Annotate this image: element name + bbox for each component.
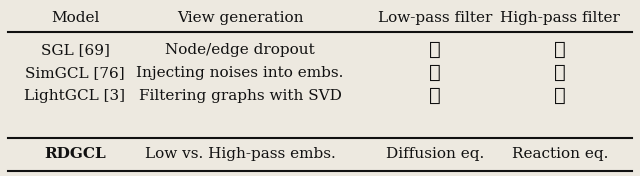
Text: ✗: ✗ (554, 87, 566, 105)
Text: SGL [69]: SGL [69] (40, 43, 109, 57)
Text: ✗: ✗ (554, 64, 566, 82)
Text: ✓: ✓ (429, 64, 441, 82)
Text: Low vs. High-pass embs.: Low vs. High-pass embs. (145, 147, 335, 161)
Text: ✓: ✓ (429, 87, 441, 105)
Text: Diffusion eq.: Diffusion eq. (386, 147, 484, 161)
Text: ✗: ✗ (554, 41, 566, 59)
Text: Low-pass filter: Low-pass filter (378, 11, 492, 25)
Text: ✓: ✓ (429, 41, 441, 59)
Text: High-pass filter: High-pass filter (500, 11, 620, 25)
Text: Node/edge dropout: Node/edge dropout (165, 43, 315, 57)
Text: LightGCL [3]: LightGCL [3] (24, 89, 125, 103)
Text: Injecting noises into embs.: Injecting noises into embs. (136, 66, 344, 80)
Text: Model: Model (51, 11, 99, 25)
Text: RDGCL: RDGCL (44, 147, 106, 161)
Text: Filtering graphs with SVD: Filtering graphs with SVD (139, 89, 341, 103)
Text: SimGCL [76]: SimGCL [76] (25, 66, 125, 80)
Text: View generation: View generation (177, 11, 303, 25)
Text: Reaction eq.: Reaction eq. (512, 147, 608, 161)
